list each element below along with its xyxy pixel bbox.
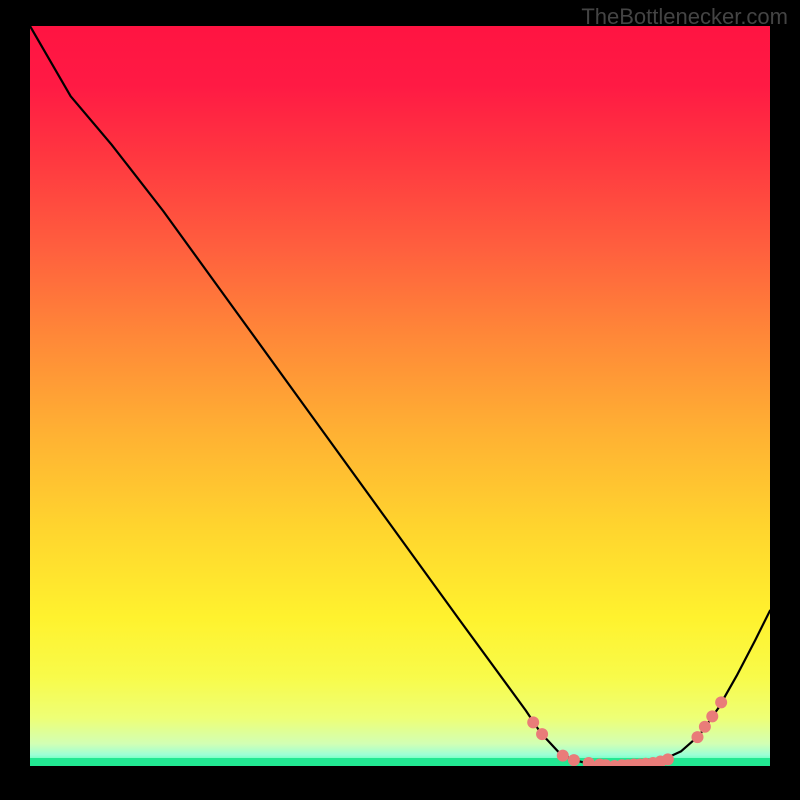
chart-plot-area (30, 26, 770, 766)
chart-background-gradient (30, 26, 770, 766)
chart-bottom-band (30, 758, 770, 766)
watermark-text: TheBottlenecker.com (581, 4, 788, 30)
